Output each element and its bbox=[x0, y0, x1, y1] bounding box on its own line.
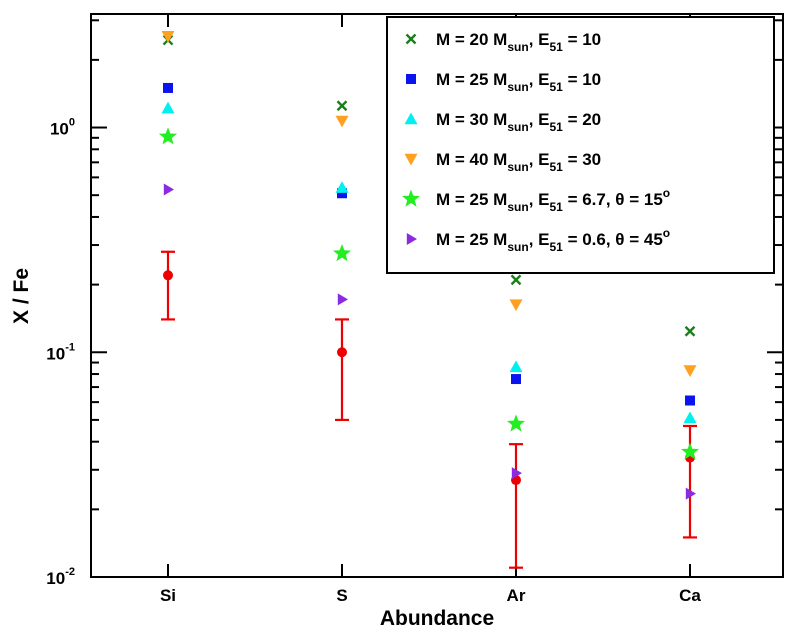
y-tick-label: 100 bbox=[50, 117, 75, 139]
point-series-1-s bbox=[336, 100, 348, 112]
x-tick-labels: Si S Ar Ca bbox=[160, 586, 701, 605]
point-series-4-ar bbox=[509, 299, 523, 312]
legend-label-series-3: M = 30 Msun, E51 = 20 bbox=[436, 110, 601, 134]
point-series-4-si bbox=[161, 30, 175, 43]
x-tick-label-s: S bbox=[336, 586, 347, 605]
point-series-6-ca bbox=[685, 487, 696, 500]
point-series-2-ca bbox=[685, 395, 695, 406]
legend-label-series-4: M = 40 Msun, E51 = 30 bbox=[436, 150, 601, 174]
point-series-5-ca bbox=[680, 442, 700, 460]
point-series-3-si bbox=[161, 101, 175, 114]
point-series-2-si bbox=[163, 82, 173, 93]
legend-marker-series-6 bbox=[406, 233, 417, 245]
y-tick-label: 10-1 bbox=[46, 341, 75, 363]
legend: M = 20 Msun, E51 = 10 M = 25 Msun, E51 = … bbox=[386, 16, 775, 274]
point-series-5-si bbox=[158, 127, 178, 145]
legend-box bbox=[386, 16, 775, 274]
observed-point-s bbox=[337, 347, 347, 358]
y-tick-labels: 10-2 10-1 100 bbox=[46, 117, 75, 588]
point-series-2-ar bbox=[511, 374, 521, 385]
legend-marker-series-2 bbox=[406, 74, 416, 84]
point-series-3-ca bbox=[683, 411, 697, 424]
x-axis-label: Abundance bbox=[380, 607, 494, 630]
point-series-2-s bbox=[337, 188, 347, 199]
y-axis-label: X / Fe bbox=[10, 268, 33, 324]
legend-marker-series-1 bbox=[405, 33, 417, 45]
point-series-1-ar bbox=[510, 274, 522, 286]
plot-frame bbox=[90, 13, 784, 578]
legend-marker-series-5 bbox=[401, 189, 421, 207]
legend-label-series-5: M = 25 Msun, E51 = 6.7, θ = 15o bbox=[436, 186, 670, 214]
point-series-4-s bbox=[335, 115, 349, 128]
observed-point-si bbox=[163, 270, 173, 281]
legend-label-series-1: M = 20 Msun, E51 = 10 bbox=[436, 30, 601, 54]
point-series-5-s bbox=[332, 244, 352, 262]
legend-marker-series-3 bbox=[404, 112, 418, 125]
legend-label-series-2: M = 25 Msun, E51 = 10 bbox=[436, 70, 601, 94]
point-series-5-ar bbox=[506, 414, 526, 432]
observed-series bbox=[161, 250, 697, 569]
y-tick-label: 10-2 bbox=[46, 566, 75, 588]
point-series-6-si bbox=[163, 183, 174, 196]
x-tick-label-si: Si bbox=[160, 586, 176, 605]
x-tick-label-ca: Ca bbox=[679, 586, 701, 605]
point-series-1-ca bbox=[684, 325, 696, 337]
model-series bbox=[158, 30, 700, 500]
x-tick-label-ar: Ar bbox=[507, 586, 526, 605]
point-series-4-ca bbox=[683, 365, 697, 377]
legend-marker-series-4 bbox=[404, 153, 418, 166]
point-series-6-ar bbox=[511, 467, 522, 480]
point-series-3-ar bbox=[509, 360, 523, 373]
point-series-3-s bbox=[335, 181, 349, 193]
legend-label-series-6: M = 25 Msun, E51 = 0.6, θ = 45o bbox=[436, 226, 670, 254]
point-series-6-s bbox=[337, 293, 348, 306]
